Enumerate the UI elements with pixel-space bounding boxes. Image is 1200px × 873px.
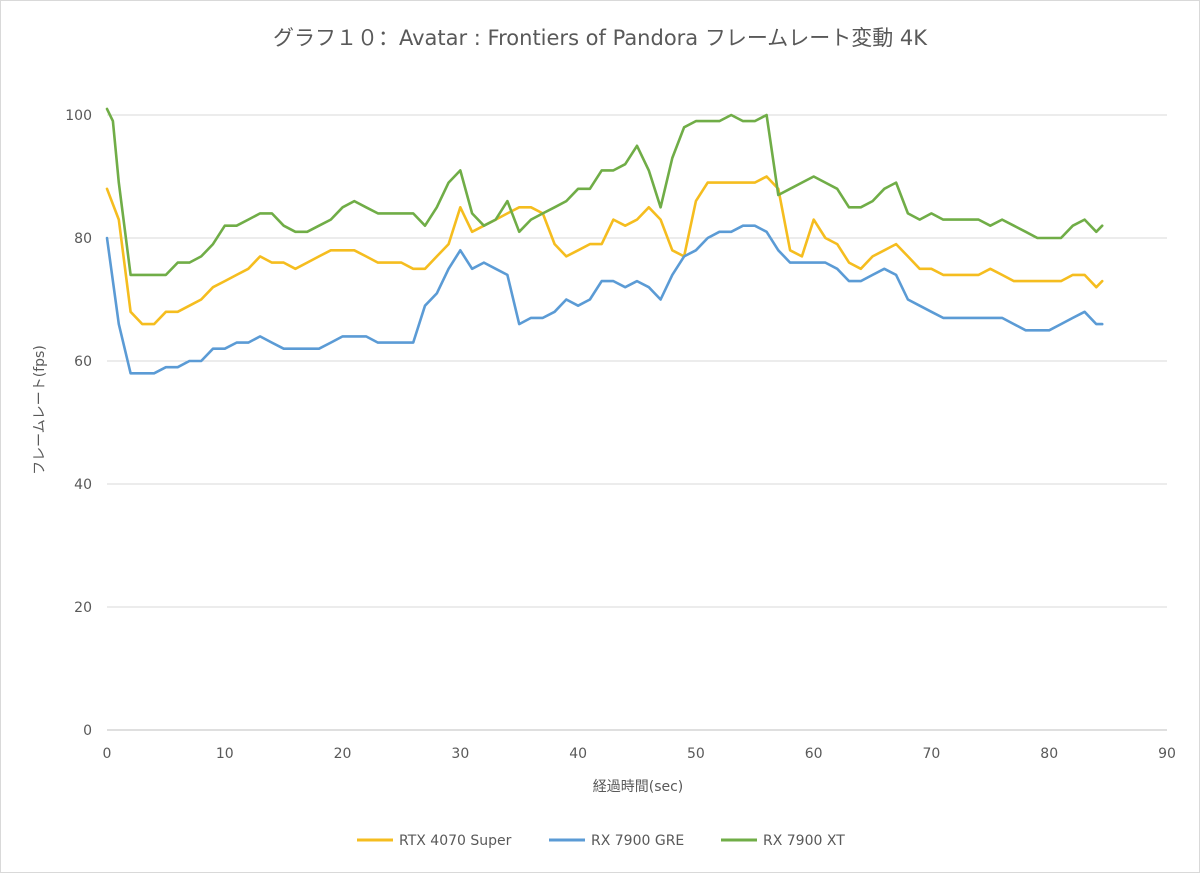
x-tick-label: 50: [687, 746, 705, 762]
legend-label: RX 7900 GRE: [591, 833, 684, 849]
x-axis-label: 経過時間(sec): [593, 779, 684, 795]
y-tick-labels: 0 20 40 60 80 100: [65, 108, 92, 739]
y-tick-label: 0: [83, 723, 92, 739]
x-tick-label: 0: [103, 746, 112, 762]
x-tick-label: 30: [451, 746, 469, 762]
x-tick-label: 60: [805, 746, 823, 762]
x-tick-label: 80: [1040, 746, 1058, 762]
y-axis-label: フレームレート(fps): [32, 345, 48, 475]
y-tick-label: 100: [65, 108, 92, 124]
x-tick-label: 20: [334, 746, 352, 762]
x-tick-label: 10: [216, 746, 234, 762]
chart-title: グラフ１０：Avatar : Frontiers of Pandora フレーム…: [273, 26, 928, 50]
x-tick-labels: 0 10 20 30 40 50 60 70 80 90: [103, 746, 1176, 762]
y-tick-label: 40: [74, 477, 92, 493]
legend-label: RX 7900 XT: [763, 833, 845, 849]
series-line-3: [105, 107, 1104, 277]
x-tick-label: 70: [923, 746, 941, 762]
series-line-1: [105, 175, 1104, 326]
x-tick-label: 90: [1158, 746, 1176, 762]
y-tick-label: 80: [74, 231, 92, 247]
y-tick-label: 20: [74, 600, 92, 616]
legend: RTX 4070 Super RX 7900 GRE RX 7900 XT: [357, 833, 845, 849]
series-line-2: [105, 224, 1104, 375]
series-lines: [105, 107, 1104, 375]
x-tick-label: 40: [569, 746, 587, 762]
y-tick-label: 60: [74, 354, 92, 370]
legend-label: RTX 4070 Super: [399, 833, 512, 849]
gridlines: [107, 114, 1167, 731]
